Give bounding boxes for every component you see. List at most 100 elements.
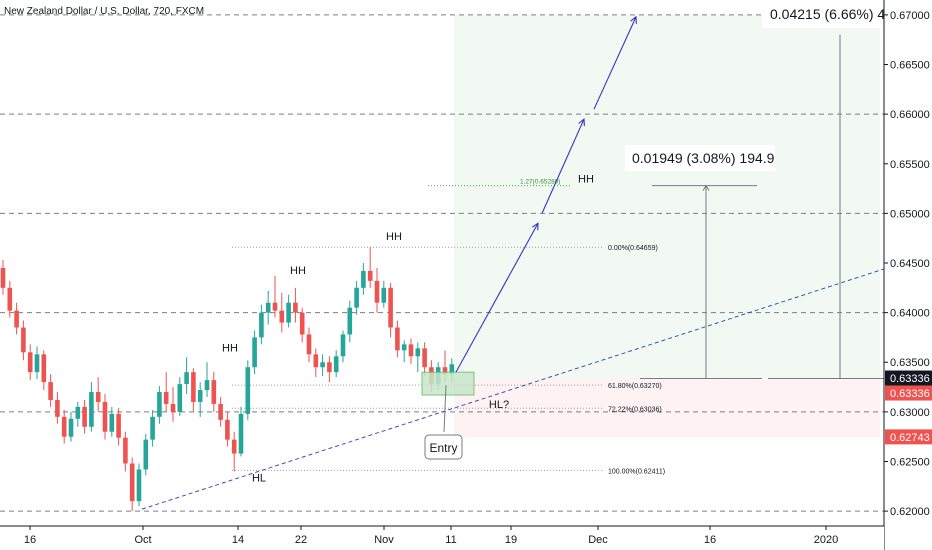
candle-body [102, 401, 108, 432]
candle-body [265, 302, 271, 313]
annotation-label: HL? [489, 399, 509, 411]
candle-body [388, 287, 393, 328]
candle-body [231, 439, 237, 454]
candle-body [272, 302, 278, 311]
loss-zone [454, 378, 880, 438]
candle-body [238, 413, 244, 454]
candle-body [136, 469, 142, 502]
candle-body [367, 270, 373, 281]
time-axis: 16 Oct 14 22 Nov 11 19 Dec 16 2020 [0, 525, 884, 550]
fib-extension-label: 1.27(0.65280) [520, 179, 560, 186]
candle-body [123, 437, 128, 464]
price-tick-label: 0.67000 [890, 10, 930, 22]
candle-body [327, 362, 332, 373]
candle-body [82, 406, 87, 427]
measure-label: 0.04215 (6.66%) 4 [770, 6, 885, 22]
price-tick-label: 0.66000 [890, 109, 930, 121]
candle-body [381, 287, 387, 303]
candle-body [129, 463, 135, 502]
candle-body [170, 403, 176, 412]
price-badge [885, 385, 932, 401]
candle-body [299, 312, 305, 335]
price-tick-label: 0.62500 [890, 456, 930, 468]
candle-body [218, 403, 223, 420]
price-tick-label: 0.66500 [890, 60, 930, 72]
candle-body [116, 413, 121, 438]
candle-body [0, 267, 6, 288]
candle-body [245, 367, 251, 414]
candle-body [7, 287, 13, 311]
candle-body [109, 413, 115, 432]
profit-zone [454, 14, 880, 379]
projection-arrow [541, 118, 585, 214]
fib-level-label: 72.22%(0.63036) [608, 406, 662, 413]
candle-body [211, 380, 217, 404]
candle-body [279, 310, 285, 323]
candle-body [68, 418, 74, 437]
candle-body [422, 348, 427, 368]
fibonacci-levels: 0.00%(0.64659) 61.80%(0.63270) 72.22%(0.63… [232, 179, 665, 475]
candle-body [95, 392, 101, 402]
price-tick-label: 0.64500 [890, 258, 930, 270]
candle-body [150, 416, 155, 440]
projection-arrow [455, 223, 539, 373]
callout-line [443, 385, 447, 433]
measure-label-bg [625, 145, 775, 171]
candle-body [27, 352, 33, 373]
time-tick-label: 16 [704, 534, 716, 546]
candle-body [163, 392, 169, 404]
entry-zone-box [421, 371, 475, 396]
entry-callout-label: Entry [429, 441, 457, 455]
candle-body [48, 382, 53, 400]
price-tick-label: 0.64000 [890, 308, 930, 320]
measure-arrowhead [702, 184, 710, 191]
candle-body [184, 372, 189, 385]
candle-body [225, 419, 230, 440]
candle-body [143, 439, 149, 470]
annotation-label: HL [252, 472, 266, 484]
price-axis-background [884, 0, 932, 550]
candle-body [347, 307, 353, 335]
candle-body [191, 372, 196, 402]
candlestick-series [0, 247, 455, 512]
projection-arrow [593, 16, 637, 110]
candle-body [415, 348, 421, 357]
price-tick-label: 0.63500 [890, 357, 930, 369]
time-tick-label: 14 [232, 534, 244, 546]
price-badge [885, 429, 932, 445]
price-tick-label: 0.65500 [890, 159, 930, 171]
time-tick-label: Nov [374, 534, 394, 546]
fib-level-label: 61.80%(0.63270) [608, 383, 662, 390]
projection-arrowhead [578, 117, 585, 127]
candle-body [340, 334, 346, 357]
time-tick-label: 2020 [814, 534, 838, 546]
candle-body [333, 356, 339, 373]
annotation-label: HH [386, 231, 402, 243]
candle-body [408, 344, 414, 357]
price-badge-label: 0.63336 [890, 388, 930, 400]
time-tick-label: 16 [24, 534, 36, 546]
chart-overlays: 0.01949 (3.08%) 194.9 0.04215 (6.66%) 4 HH… [141, 2, 885, 510]
time-tick-label: Dec [588, 534, 608, 546]
candle-body [354, 287, 359, 308]
candle-body [197, 390, 203, 402]
plot-background [454, 14, 880, 438]
candle-body [61, 416, 67, 437]
price-tick-label: 0.63000 [890, 407, 930, 419]
candle-body [374, 280, 380, 303]
candle-body [252, 337, 257, 368]
candle-body [41, 354, 47, 383]
time-tick-label: 11 [445, 534, 456, 546]
measure-label-bg [762, 2, 884, 28]
time-tick-label: 22 [295, 534, 307, 546]
fib-level-label: 100.00%(0.62411) [608, 468, 665, 475]
candle-body [293, 302, 298, 313]
candle-body [157, 392, 162, 417]
candle-body [401, 344, 407, 351]
candle-body [306, 334, 312, 355]
callout-box [424, 434, 463, 460]
projection-arrowhead [630, 15, 637, 24]
price-badge-label: 0.62743 [890, 432, 930, 444]
candle-body [204, 380, 210, 391]
candle-body [55, 399, 60, 417]
